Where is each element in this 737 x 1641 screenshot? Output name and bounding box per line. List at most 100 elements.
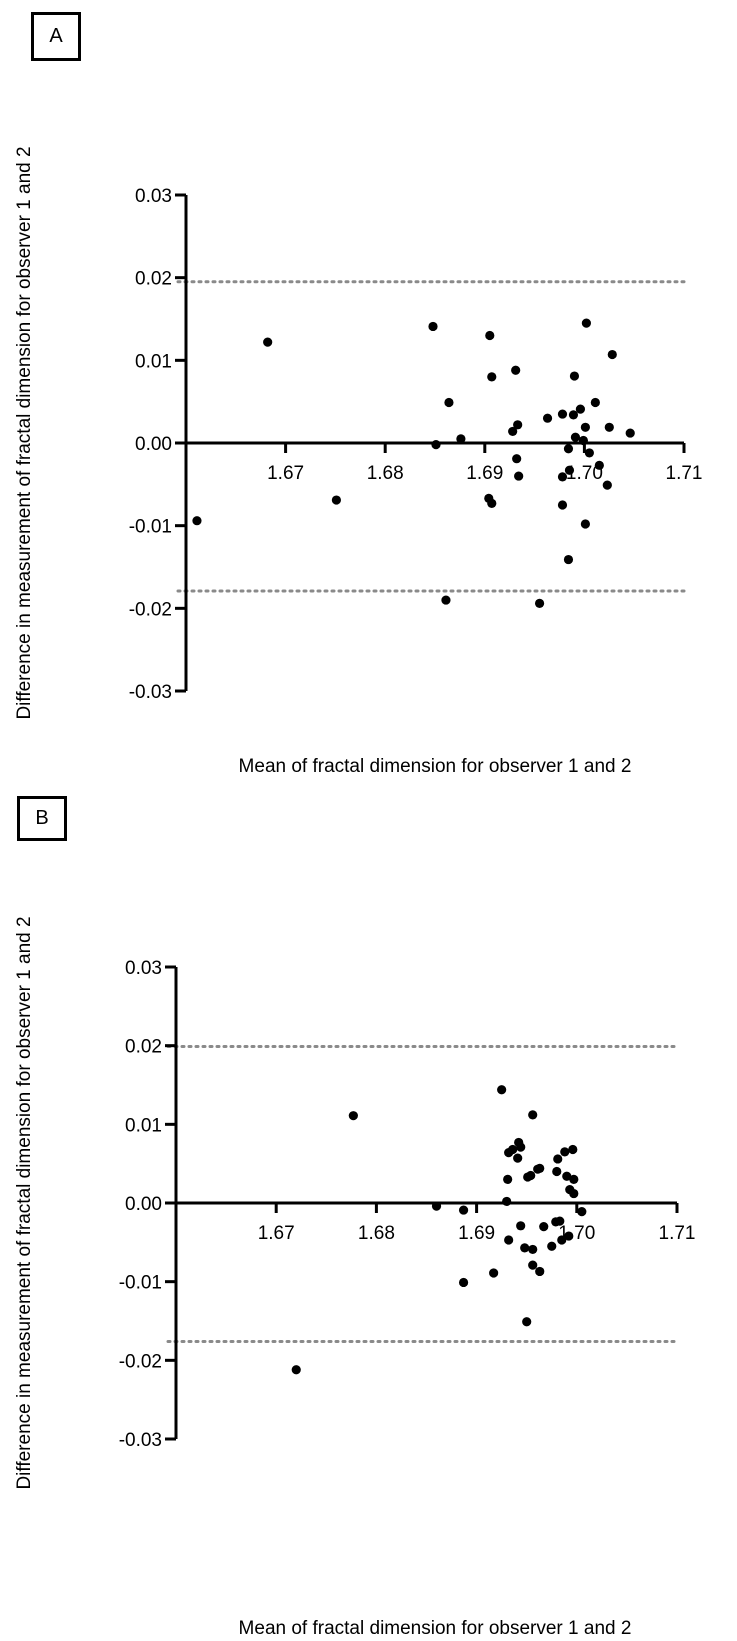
x-axis-title: Mean of fractal dimension for observer 1… (239, 1618, 632, 1639)
data-point (458, 1205, 469, 1215)
data-point (547, 1241, 557, 1251)
data-point (564, 465, 575, 475)
panel-label-b: B (17, 796, 67, 841)
data-point (534, 598, 545, 608)
x-tick-label: 1.67 (267, 463, 304, 484)
data-point (348, 1111, 358, 1121)
y-tick-label: -0.01 (119, 1273, 162, 1294)
x-tick-label: 1.69 (458, 1223, 495, 1244)
y-tick-label: 0.00 (125, 1194, 162, 1215)
data-point (568, 410, 579, 420)
data-point (552, 1166, 562, 1177)
data-point (528, 1260, 538, 1270)
data-point (581, 318, 591, 328)
data-point (528, 1244, 538, 1255)
data-point (520, 1243, 530, 1253)
data-point (192, 516, 202, 526)
data-point (553, 1154, 563, 1164)
data-point (516, 1221, 526, 1231)
bland-altman-plot-a: 0.03 0.02 0.01 0.00 -0.01 -0.02 -0.03 1.67 1.68 1… (14, 146, 702, 777)
y-tick-label: 0.01 (125, 1115, 162, 1136)
data-point (580, 422, 590, 432)
data-point (291, 1365, 301, 1375)
data-point (487, 372, 497, 382)
data-point (511, 365, 521, 375)
y-tick-label: -0.02 (119, 1351, 162, 1372)
x-tick-label: 1.67 (258, 1223, 295, 1244)
data-point (431, 440, 441, 450)
data-point (444, 397, 454, 408)
data-point (602, 480, 612, 490)
data-point (489, 1268, 499, 1278)
data-point (458, 1277, 469, 1288)
data-point (578, 435, 589, 446)
data-point (508, 426, 518, 437)
y-tick-label: 0.00 (135, 434, 172, 455)
data-point (441, 595, 451, 605)
data-point (512, 454, 522, 464)
panel-a: A 0.03 0.02 0.01 0.00 -0.01 -0.02 -0.03 1.67 1.6… (0, 0, 737, 820)
data-point (570, 432, 581, 442)
x-tick-label: 1.70 (566, 463, 603, 484)
x-tick-label: 1.71 (659, 1223, 696, 1244)
data-point (563, 444, 574, 454)
data-point (555, 1216, 565, 1226)
data-point (560, 1147, 570, 1157)
y-tick-label: 0.02 (125, 1037, 162, 1058)
data-point (513, 420, 523, 430)
data-point (562, 1171, 572, 1181)
x-tick-label: 1.69 (466, 463, 503, 484)
y-tick-label: 0.03 (135, 186, 172, 207)
data-point (539, 1222, 549, 1232)
data-point (563, 554, 574, 565)
data-point (331, 495, 341, 505)
data-point (564, 1231, 574, 1241)
data-point (607, 349, 617, 360)
data-point (508, 1144, 518, 1155)
data-point (594, 460, 604, 470)
data-point (526, 1170, 536, 1181)
data-point (590, 397, 600, 408)
data-point (456, 434, 466, 444)
panel-label-a: A (31, 12, 81, 61)
data-point (580, 519, 590, 529)
data-point (487, 498, 497, 508)
data-point (568, 1144, 578, 1155)
data-point (584, 448, 594, 458)
panel-b: B 0.03 0.02 0.01 0.00 -0.01 -0.02 -0.03 1.67 1.6… (0, 780, 737, 1641)
bland-altman-plot-b: 0.03 0.02 0.01 0.00 -0.01 -0.02 -0.03 1.67 1.68 1… (14, 916, 696, 1639)
data-point (485, 330, 495, 341)
data-point (569, 371, 580, 381)
data-point (514, 471, 524, 481)
x-tick-label: 1.68 (367, 463, 404, 484)
data-point (504, 1235, 514, 1245)
data-point (263, 337, 273, 347)
data-point (569, 1188, 579, 1199)
data-point (569, 1174, 579, 1184)
data-point (604, 422, 614, 432)
data-point (535, 1266, 545, 1277)
data-point (522, 1317, 532, 1327)
y-axis-title: Difference in measurement of fractal dim… (14, 146, 35, 719)
data-point (513, 1153, 523, 1163)
y-tick-label: -0.03 (119, 1430, 162, 1451)
data-point (503, 1174, 513, 1184)
data-point (577, 1207, 587, 1217)
y-tick-label: 0.02 (135, 269, 172, 290)
y-tick-label: -0.02 (129, 599, 172, 620)
data-point (557, 1235, 567, 1245)
y-tick-label: -0.01 (129, 517, 172, 538)
x-tick-label: 1.68 (358, 1223, 395, 1244)
data-point (535, 1163, 545, 1173)
data-point (557, 472, 568, 482)
y-axis-title: Difference in measurement of fractal dim… (14, 916, 35, 1489)
x-axis-title: Mean of fractal dimension for observer 1… (239, 756, 632, 777)
data-point (575, 404, 586, 414)
y-tick-label: 0.03 (125, 958, 162, 979)
data-point (431, 1201, 442, 1211)
data-point (528, 1110, 538, 1120)
y-tick-label: 0.01 (135, 351, 172, 372)
data-point (557, 500, 568, 510)
data-point (497, 1085, 507, 1095)
y-tick-label: -0.03 (129, 682, 172, 703)
